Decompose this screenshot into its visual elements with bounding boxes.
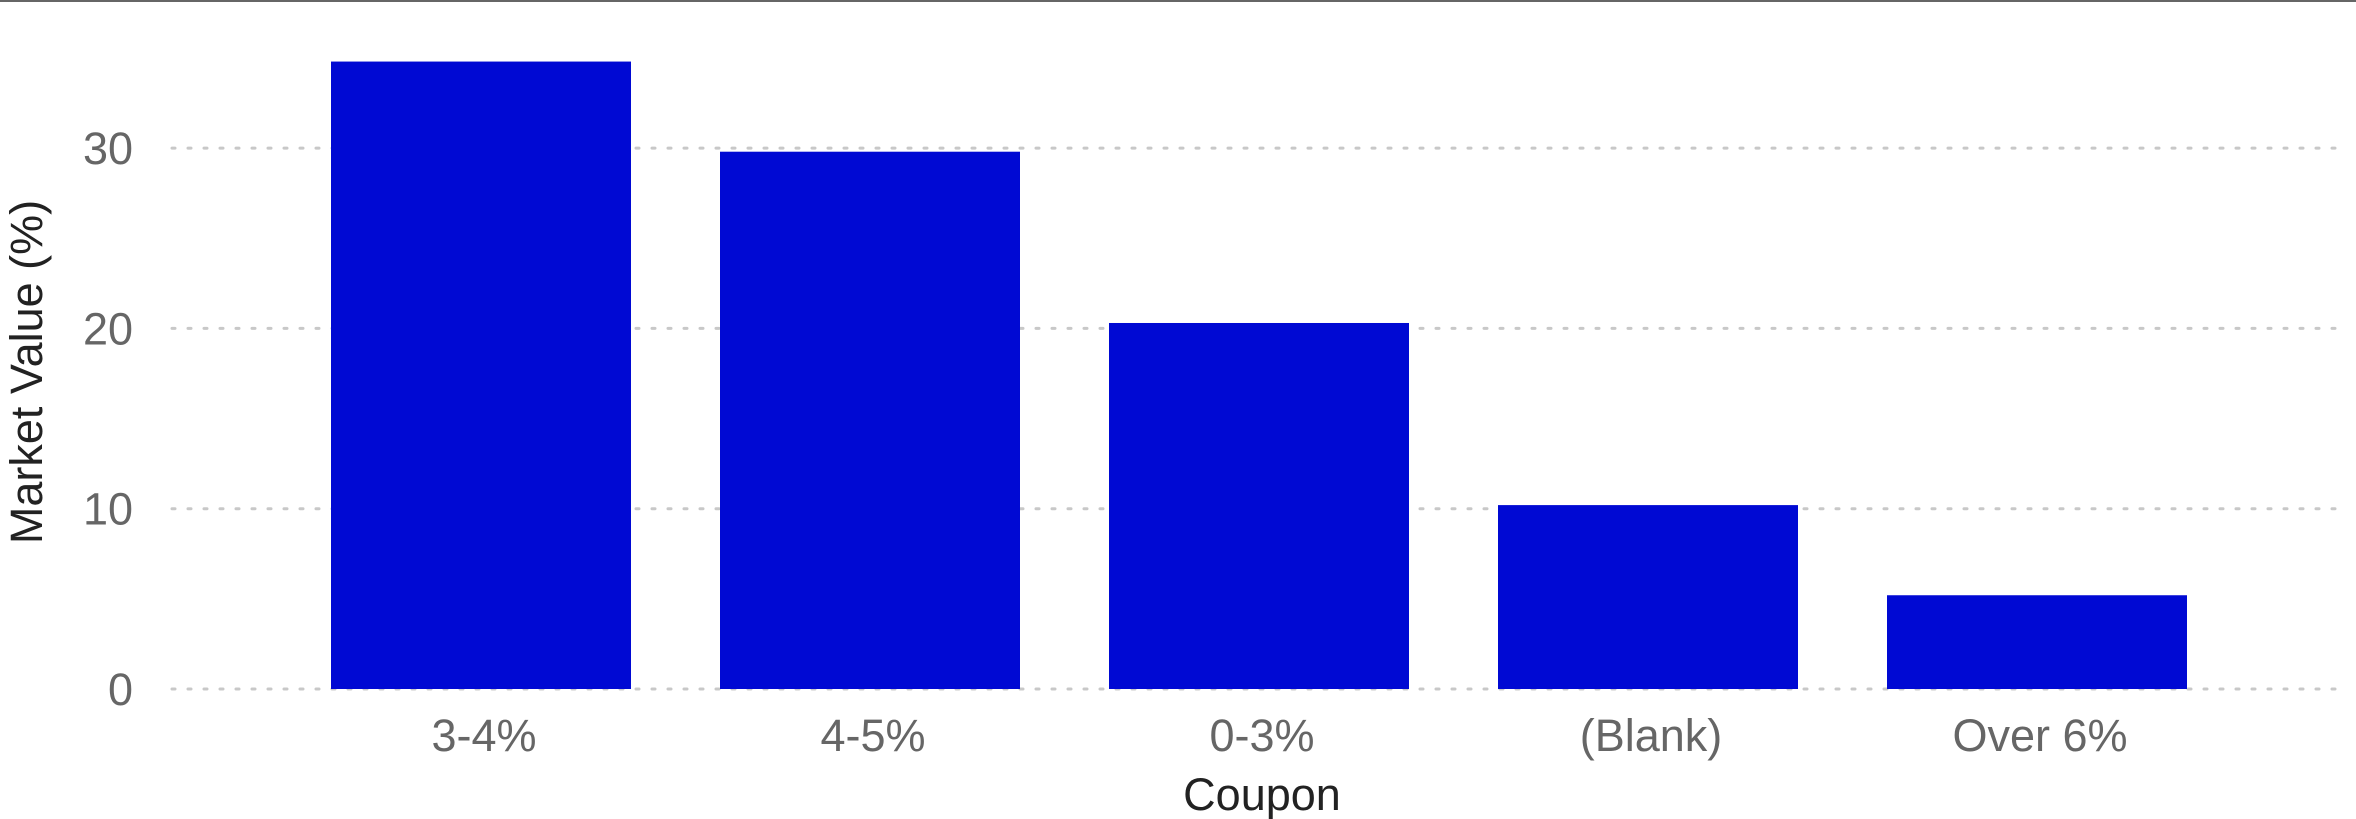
- bar[interactable]: [1498, 505, 1798, 689]
- bar[interactable]: [1887, 595, 2187, 689]
- bars: [331, 61, 2187, 689]
- x-tick-label: 3-4%: [431, 710, 536, 761]
- x-tick-label: 0-3%: [1209, 710, 1314, 761]
- x-tick-label: Over 6%: [1952, 710, 2127, 761]
- bar[interactable]: [1109, 322, 1409, 689]
- top-border: [0, 0, 2356, 2]
- y-tick-label: 30: [83, 123, 133, 174]
- y-tick-label: 20: [83, 303, 133, 354]
- x-axis-title: Coupon: [1183, 769, 1341, 819]
- y-tick-label: 0: [108, 664, 133, 715]
- x-tick-label: 4-5%: [820, 710, 925, 761]
- y-axis-title: Market Value (%): [1, 200, 52, 544]
- x-axis-tick-labels: 3-4% 4-5% 0-3% (Blank) Over 6%: [431, 710, 2127, 761]
- bar[interactable]: [720, 151, 1020, 689]
- y-axis-tick-labels: 0 10 20 30: [83, 123, 133, 715]
- bar[interactable]: [331, 61, 631, 689]
- y-tick-label: 10: [83, 484, 133, 535]
- x-tick-label: (Blank): [1580, 710, 1723, 761]
